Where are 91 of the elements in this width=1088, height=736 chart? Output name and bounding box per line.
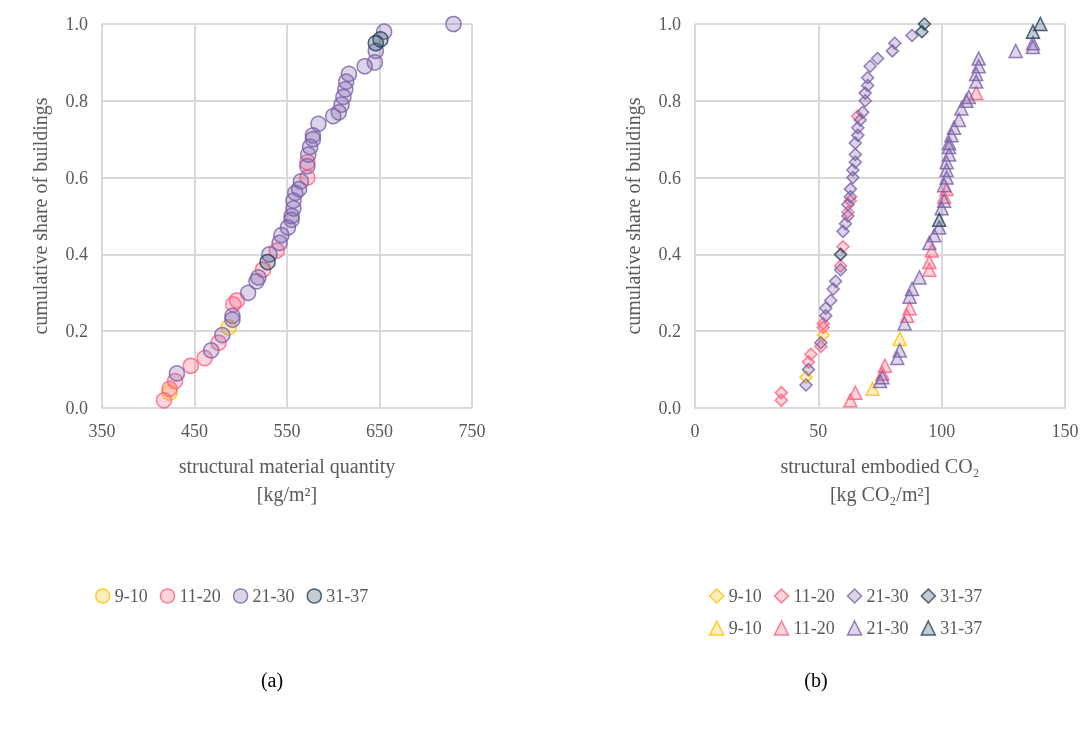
- x-tick-label: 150: [1051, 421, 1079, 441]
- point: [877, 358, 893, 374]
- x-axis-title: structural embodied CO₂ [kg CO₂/m²]: [780, 455, 980, 506]
- point: [917, 17, 932, 31]
- y-tick-label: 0.2: [65, 321, 88, 342]
- point: [841, 209, 855, 223]
- x-tick-label: 550: [273, 421, 301, 441]
- point: [292, 173, 310, 190]
- point: [445, 15, 462, 33]
- point: [905, 28, 919, 43]
- point: [774, 385, 789, 400]
- point: [814, 335, 828, 350]
- y-tick-label: 0.4: [65, 244, 88, 265]
- y-tick-label: 0.4: [658, 244, 681, 265]
- point: [833, 247, 848, 262]
- point: [228, 292, 246, 309]
- point: [214, 326, 231, 344]
- point: [801, 362, 816, 377]
- y-tick-label: 1.0: [65, 14, 88, 34]
- point: [818, 301, 833, 315]
- point: [828, 274, 843, 289]
- point: [843, 182, 858, 196]
- point: [168, 365, 186, 382]
- point: [799, 378, 813, 392]
- legend-label: 11-20: [793, 618, 835, 638]
- legend-label: 21-30: [866, 586, 909, 606]
- point: [340, 65, 358, 83]
- x-tick-label: 750: [458, 421, 486, 441]
- x-axis-title: structural material quantity [kg/m²]: [178, 455, 396, 506]
- point: [1008, 43, 1023, 59]
- point: [863, 59, 877, 73]
- point: [843, 393, 858, 408]
- legend-label: 9-10: [728, 618, 762, 638]
- x-tick-label: 450: [181, 421, 208, 441]
- y-tick-label: 0.0: [65, 398, 88, 418]
- x-tick-label: 100: [928, 421, 956, 441]
- y-tick-label: 0.8: [65, 90, 88, 111]
- legend-label: 31-37: [940, 618, 983, 638]
- point: [961, 89, 977, 105]
- legend-label: 9-10: [728, 586, 762, 606]
- legend-label: 21-30: [252, 586, 295, 606]
- point: [239, 284, 257, 302]
- legend-label: 11-20: [179, 586, 221, 606]
- x-tick-label: 0: [690, 421, 700, 441]
- point: [182, 357, 200, 375]
- point: [870, 51, 885, 66]
- legend-label: 11-20: [793, 586, 835, 606]
- point: [971, 51, 986, 66]
- point: [310, 115, 327, 133]
- point: [860, 71, 875, 85]
- point: [855, 105, 870, 120]
- point: [224, 307, 241, 325]
- legend-label: 21-30: [866, 618, 909, 638]
- text: (a): [260, 669, 284, 692]
- point: [372, 31, 389, 48]
- point: [936, 193, 952, 208]
- text: (b): [804, 669, 828, 692]
- point: [848, 385, 863, 400]
- point: [833, 263, 848, 277]
- point: [259, 253, 276, 271]
- y-tick-label: 0.2: [658, 321, 681, 342]
- x-tick-label: 650: [366, 421, 393, 441]
- y-tick-label: 0.6: [658, 167, 681, 188]
- point: [804, 347, 818, 361]
- point: [1033, 16, 1048, 32]
- point: [202, 342, 220, 359]
- legend-label: 31-37: [940, 586, 983, 606]
- point: [250, 269, 267, 286]
- point: [875, 370, 890, 385]
- point: [865, 381, 880, 397]
- y-tick-label: 0.0: [658, 398, 681, 418]
- y-axis-title: cumulative share of buildings: [29, 97, 52, 335]
- point: [846, 163, 860, 177]
- y-tick-label: 0.8: [658, 90, 681, 111]
- point: [897, 316, 912, 331]
- y-axis-title: cumulative share of buildings: [622, 97, 645, 335]
- point: [888, 36, 902, 50]
- point: [823, 293, 838, 308]
- x-tick-label: 50: [809, 421, 828, 441]
- point: [892, 331, 907, 347]
- point: [848, 147, 863, 162]
- y-tick-label: 0.6: [65, 167, 88, 188]
- legend-label: 9-10: [114, 586, 148, 606]
- point: [912, 270, 927, 285]
- point: [931, 212, 947, 228]
- y-tick-label: 1.0: [658, 14, 681, 34]
- legend-label: 31-37: [326, 586, 369, 606]
- point: [1025, 24, 1041, 39]
- x-tick-label: 350: [88, 421, 116, 441]
- point: [904, 281, 920, 297]
- point: [892, 343, 907, 358]
